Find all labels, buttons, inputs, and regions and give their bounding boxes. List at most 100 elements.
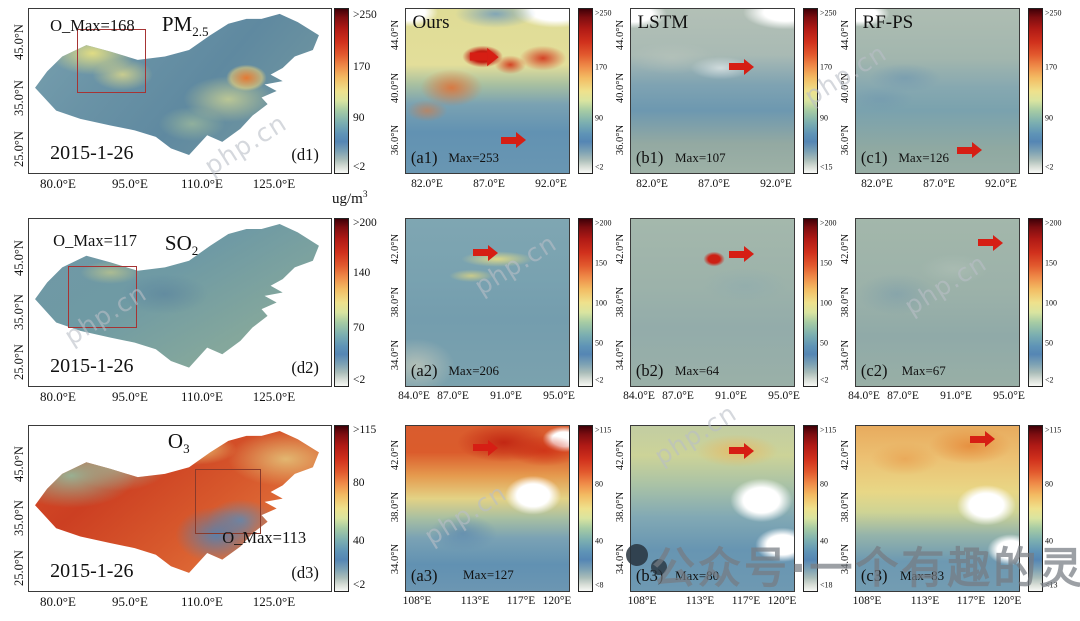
x-tick: 110.0°E xyxy=(181,594,223,609)
x-tick: 84.0°E xyxy=(623,390,655,402)
map-panel-b1: LSTM (b1) Max=107 xyxy=(630,8,795,174)
zoom-map-rfps-pm25 xyxy=(856,9,1019,173)
map-panel-d3: O3 O_Max=113 2015-1-26 (d3) xyxy=(28,425,332,592)
zoom-map-ours-o3 xyxy=(406,426,569,591)
colorbar xyxy=(578,425,593,592)
red-arrow-icon xyxy=(500,132,526,149)
map-panel-a1: Ours (a1) Max=253 xyxy=(405,8,570,174)
x-tick: 80.0°E xyxy=(40,594,76,609)
red-arrow-icon xyxy=(970,431,996,448)
x-tick: 117°E xyxy=(956,595,986,607)
highlight-rect xyxy=(68,265,137,328)
y-tick: 34.0°N xyxy=(615,339,626,371)
y-tick: 35.0°N xyxy=(12,500,26,536)
map-panel-d1: O_Max=168 PM2.5 2015-1-26 (d1) xyxy=(28,8,332,174)
model-label: LSTM xyxy=(637,12,689,34)
panel-tag: (a2) xyxy=(410,361,438,380)
colorbar xyxy=(1028,425,1043,592)
x-tick: 82.0°E xyxy=(861,178,893,190)
y-tick: 40.0°N xyxy=(840,72,851,104)
colorbar xyxy=(1028,218,1043,387)
colorbar xyxy=(803,8,818,174)
panel-tag: (a1) xyxy=(410,148,438,168)
red-arrow-icon xyxy=(470,47,499,66)
y-tick: 34.0°N xyxy=(840,339,851,371)
colorbar xyxy=(334,218,349,387)
x-tick: 95.0°E xyxy=(543,390,575,402)
omax-label: O_Max=168 xyxy=(50,15,135,35)
x-tick: 113°E xyxy=(910,595,940,607)
max-label: Max=253 xyxy=(448,149,500,165)
x-tick: 91.0°E xyxy=(940,390,972,402)
x-tick: 84.0°E xyxy=(398,390,430,402)
model-label: Ours xyxy=(412,12,450,34)
map-panel-d2: O_Max=117 SO2 2015-1-26 (d2) xyxy=(28,218,332,387)
colorbar xyxy=(334,425,349,592)
red-arrow-icon xyxy=(957,142,983,159)
y-tick: 25.0°N xyxy=(12,131,26,167)
colorbar xyxy=(334,8,349,174)
x-tick: 120°E xyxy=(992,595,1022,607)
x-tick: 92.0°E xyxy=(760,178,792,190)
x-tick: 108°E xyxy=(627,595,657,607)
y-tick: 36.0°N xyxy=(840,124,851,156)
x-tick: 82.0°E xyxy=(636,178,668,190)
x-tick: 91.0°E xyxy=(715,390,747,402)
unit-label: ug/m3 xyxy=(332,190,368,207)
omax-label: O_Max=117 xyxy=(53,230,138,250)
x-tick: 125.0°E xyxy=(252,594,296,609)
map-panel-a3: (a3) Max=127 xyxy=(405,425,570,592)
y-tick: 42.0°N xyxy=(615,233,626,265)
panel-tag: (c1) xyxy=(860,148,888,168)
red-arrow-icon xyxy=(728,246,754,263)
x-tick: 108°E xyxy=(852,595,882,607)
x-tick: 84.0°E xyxy=(848,390,880,402)
date-label: 2015-1-26 xyxy=(50,141,134,164)
y-tick: 45.0°N xyxy=(12,240,26,276)
colorbar xyxy=(803,218,818,387)
red-arrow-icon xyxy=(728,58,754,75)
max-label: Max=206 xyxy=(448,362,500,378)
zoom-map-lstm-pm25 xyxy=(631,9,794,173)
y-tick: 40.0°N xyxy=(615,72,626,104)
zoom-map-lstm-o3 xyxy=(631,426,794,591)
red-arrow-icon xyxy=(472,439,498,456)
colorbar xyxy=(578,218,593,387)
red-arrow-icon xyxy=(728,442,754,459)
panel-tag: (b3) xyxy=(635,566,664,586)
y-tick: 42.0°N xyxy=(840,439,851,471)
x-tick: 87.0°E xyxy=(437,390,469,402)
x-tick: 95.0°E xyxy=(112,389,148,404)
max-label: Max=64 xyxy=(675,362,720,378)
y-tick: 42.0°N xyxy=(615,439,626,471)
zoom-map-ours-so2 xyxy=(406,219,569,386)
y-tick: 36.0°N xyxy=(615,124,626,156)
x-tick: 95.0°E xyxy=(993,390,1025,402)
x-tick: 95.0°E xyxy=(112,594,148,609)
panel-tag: (b1) xyxy=(635,148,664,168)
highlight-rect xyxy=(195,468,261,534)
x-tick: 108°E xyxy=(402,595,432,607)
y-tick: 42.0°N xyxy=(390,233,401,265)
y-tick: 42.0°N xyxy=(390,439,401,471)
panel-tag: (d2) xyxy=(291,357,319,377)
zoom-map-lstm-so2 xyxy=(631,219,794,386)
map-panel-b3: (b3) Max=80 xyxy=(630,425,795,592)
red-arrow-icon xyxy=(978,234,1004,251)
x-tick: 125.0°E xyxy=(252,176,296,191)
x-tick: 113°E xyxy=(460,595,490,607)
species-label: O3 xyxy=(167,429,190,457)
max-label: Max=67 xyxy=(901,362,946,378)
omax-label: O_Max=113 xyxy=(222,528,307,548)
colorbar xyxy=(578,8,593,174)
x-tick: 117°E xyxy=(731,595,761,607)
x-tick: 95.0°E xyxy=(112,176,148,191)
x-tick: 92.0°E xyxy=(985,178,1017,190)
map-panel-c2: (c2) Max=67 xyxy=(855,218,1020,387)
x-tick: 110.0°E xyxy=(181,389,223,404)
y-tick: 34.0°N xyxy=(840,543,851,575)
x-tick: 87.0°E xyxy=(923,178,955,190)
x-tick: 91.0°E xyxy=(490,390,522,402)
map-panel-c3: (c3) Max=83 xyxy=(855,425,1020,592)
y-tick: 34.0°N xyxy=(390,339,401,371)
